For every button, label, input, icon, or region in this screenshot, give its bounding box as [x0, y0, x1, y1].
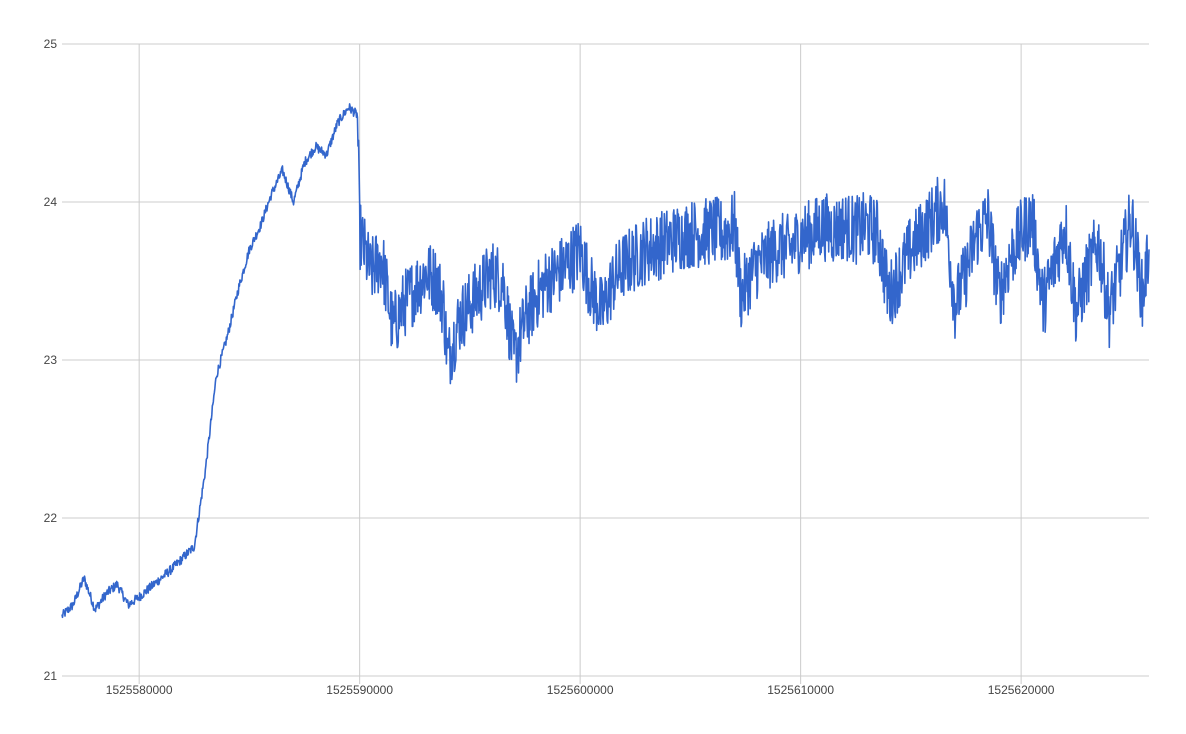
x-tick-label: 1525600000: [547, 683, 614, 697]
y-tick-label: 24: [44, 195, 58, 209]
gridlines: [62, 43, 1149, 684]
x-axis-tick-labels: 1525580000 1525590000 1525600000 1525610000…: [106, 683, 1055, 697]
y-tick-label: 23: [44, 353, 58, 367]
x-tick-label: 1525590000: [326, 683, 393, 697]
y-tick-label: 25: [44, 37, 58, 51]
x-tick-label: 1525580000: [106, 683, 173, 697]
y-axis-tick-labels: 21 22 23 24 25: [44, 37, 58, 683]
series-line: [61, 103, 1150, 619]
series-layer: [61, 103, 1150, 619]
y-tick-label: 21: [44, 669, 58, 683]
x-tick-label: 1525610000: [767, 683, 834, 697]
y-tick-label: 22: [44, 511, 58, 525]
x-tick-label: 1525620000: [988, 683, 1055, 697]
